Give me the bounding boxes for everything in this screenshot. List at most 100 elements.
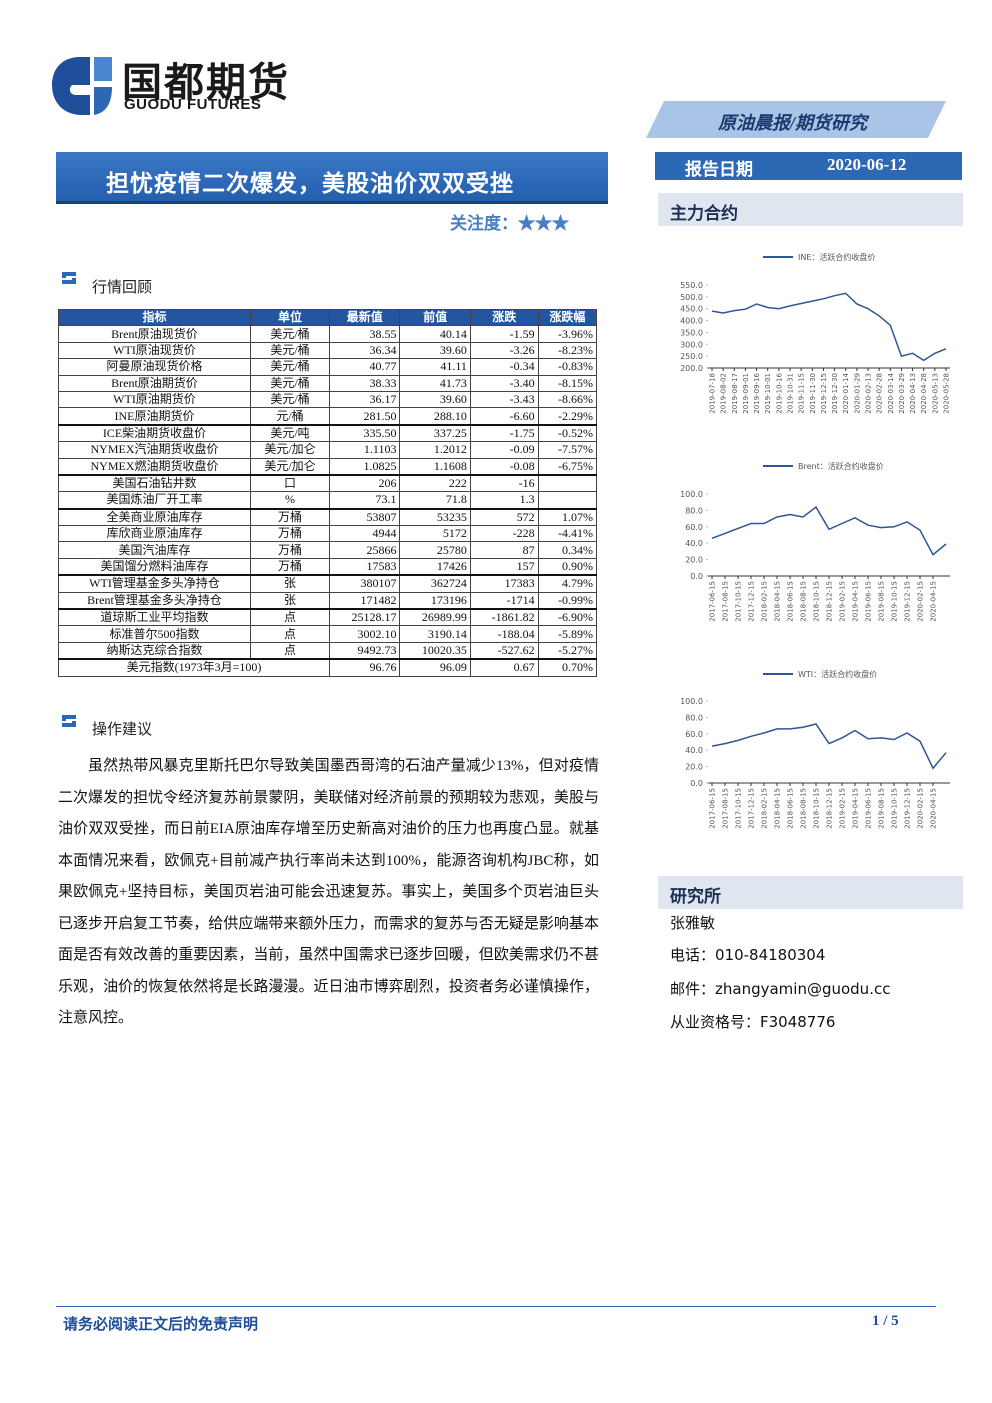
section-icon <box>62 715 76 727</box>
x-tick-label: 2020-01-14 <box>842 372 850 413</box>
x-tick-label: 2019-12-30 <box>831 373 839 414</box>
table-cell: 库欣商业原油库存 <box>58 525 251 543</box>
table-cell: WTI原油期货价 <box>58 390 251 409</box>
y-tick-label: 300.0 <box>680 340 703 349</box>
table-cell: -0.09 <box>469 441 539 459</box>
table-cell: 4944 <box>329 525 401 543</box>
table-cell: 万桶 <box>249 541 331 559</box>
table-cell: 万桶 <box>249 557 331 577</box>
y-tick-label: 200.0 <box>680 364 703 373</box>
table-cell: 美元/桶 <box>249 358 331 376</box>
table-row: ICE柴油期货收盘价 美元/吨 335.50 337.25 -1.75 -0.52% <box>58 424 598 443</box>
x-tick-label: 2019-10-15 <box>891 788 899 829</box>
price-line <box>711 505 947 556</box>
table-cell: 美元/桶 <box>249 390 331 409</box>
y-tick-label: 100.0 <box>680 490 703 499</box>
x-tick-label: 2020-04-15 <box>930 581 938 622</box>
table-cell: 美元指数(1973年3月=100) <box>57 658 331 677</box>
table-cell: 美元/加仑 <box>249 441 331 459</box>
x-tick-label: 2020-01-29 <box>853 373 861 414</box>
header-cell: 涨跌幅 <box>537 308 598 327</box>
table-cell: 纳斯达克综合指数 <box>58 641 251 661</box>
x-tick-label: 2018-06-15 <box>787 581 795 622</box>
table-cell: 17583 <box>329 557 401 577</box>
table-row: Brent原油现货价 美元/桶 38.55 40.14 -1.59 -3.96% <box>58 325 598 343</box>
x-tick-label: 2019-08-15 <box>878 788 886 829</box>
x-tick-label: 2018-12-15 <box>826 788 834 829</box>
table-row: INE原油期货价 元/桶 281.50 288.10 -6.60 -2.29% <box>58 407 598 426</box>
date-bar: 报告日期 2020-06-12 <box>655 152 962 180</box>
logo-english: GUODU FUTURES <box>124 96 262 113</box>
table-cell: 206 <box>329 474 401 493</box>
y-tick-label: 0.0 <box>690 572 703 581</box>
table-cell: 39.60 <box>399 341 471 360</box>
table-row: 库欣商业原油库存 万桶 4944 5172 -228 -4.41% <box>58 525 598 543</box>
table-cell: -2.29% <box>537 407 598 426</box>
x-tick-label: 2019-08-17 <box>731 373 739 414</box>
y-tick-label: 80.0 <box>685 713 703 722</box>
x-tick-label: 2017-06-15 <box>709 788 717 829</box>
table-cell: 元/桶 <box>249 407 331 426</box>
y-tick-label: 60.0 <box>685 523 703 532</box>
table-row: 阿曼原油现货价格 美元/桶 40.77 41.11 -0.34 -0.83% <box>58 358 598 376</box>
table-cell: 96.09 <box>399 658 471 677</box>
table-cell: -5.27% <box>537 641 598 661</box>
table-cell: 17383 <box>469 574 539 593</box>
x-tick-label: 2020-03-29 <box>898 373 906 414</box>
x-tick-label: 2019-10-31 <box>787 373 795 414</box>
x-tick-label: 2018-08-15 <box>800 788 808 829</box>
x-tick-label: 2018-06-15 <box>787 788 795 829</box>
table-cell <box>537 474 598 493</box>
title-bar: 担忧疫情二次爆发，美股油价双双受挫 <box>56 152 608 204</box>
x-tick-label: 2019-06-15 <box>865 581 873 622</box>
x-tick-label: 2018-10-15 <box>813 788 821 829</box>
y-tick-label: 100.0 <box>680 697 703 706</box>
table-cell: 点 <box>249 608 331 627</box>
x-tick-label: 2019-10-01 <box>764 373 772 414</box>
table-cell: -527.62 <box>469 641 539 661</box>
header-cell: 最新值 <box>329 308 401 327</box>
table-cell: -3.43 <box>469 390 539 409</box>
y-tick-label: 40.0 <box>685 539 703 548</box>
x-tick-label: 2019-06-15 <box>865 788 873 829</box>
table-cell: 标准普尔500指数 <box>58 625 251 643</box>
table-cell: 张 <box>249 591 331 611</box>
x-tick-label: 2020-03-14 <box>887 372 895 413</box>
table-cell: 9492.73 <box>329 641 401 661</box>
section-title: 操作建议 <box>92 722 153 738</box>
table-cell: -188.04 <box>469 625 539 643</box>
table-cell: 1.1103 <box>329 441 401 459</box>
table-cell <box>537 491 598 510</box>
table-cell: Brent原油期货价 <box>58 374 251 392</box>
table-cell: 阿曼原油现货价格 <box>58 358 251 376</box>
table-cell: 41.11 <box>399 358 471 376</box>
table-cell: 0.70% <box>537 658 598 677</box>
header-cell: 涨跌 <box>469 308 539 327</box>
x-tick-label: 2019-08-15 <box>878 581 886 622</box>
table-row: WTI管理基金多头净持仓张 380107 362724 17383 4.79% <box>58 574 598 593</box>
table-cell: -16 <box>469 474 539 493</box>
table-row: 美国炼油厂开工率% 73.1 71.8 1.3 <box>58 491 598 510</box>
table-cell: 张 <box>249 574 331 593</box>
table-cell: -3.40 <box>469 374 539 392</box>
y-tick-label: 350.0 <box>680 328 703 337</box>
disclaimer: 请务必阅读正文后的免责声明 <box>63 1317 259 1333</box>
x-tick-label: 2019-12-15 <box>820 373 828 414</box>
x-tick-label: 2017-10-15 <box>735 581 743 622</box>
header-cell: 指标 <box>58 308 251 327</box>
table-cell: 53235 <box>399 508 471 527</box>
table-cell: -1.59 <box>469 325 539 343</box>
x-tick-label: 2017-12-15 <box>748 788 756 829</box>
table-cell: 173196 <box>399 591 471 611</box>
header-cell: 前值 <box>399 308 471 327</box>
table-row: WTI原油期货价 美元/桶 36.17 39.60 -3.43 -8.66% <box>58 390 598 409</box>
contracts-title: 主力合约 <box>670 204 738 223</box>
table-cell: 道琼斯工业平均指数 <box>58 608 251 627</box>
x-tick-label: 2020-05-28 <box>943 373 951 414</box>
x-tick-label: 2019-02-15 <box>839 581 847 622</box>
table-cell: 40.77 <box>329 358 401 376</box>
y-tick-label: 550.0 <box>680 281 703 290</box>
table-cell: 美元/吨 <box>249 424 331 443</box>
table-cell: 1.0825 <box>329 457 401 476</box>
y-tick-label: 20.0 <box>685 556 703 565</box>
